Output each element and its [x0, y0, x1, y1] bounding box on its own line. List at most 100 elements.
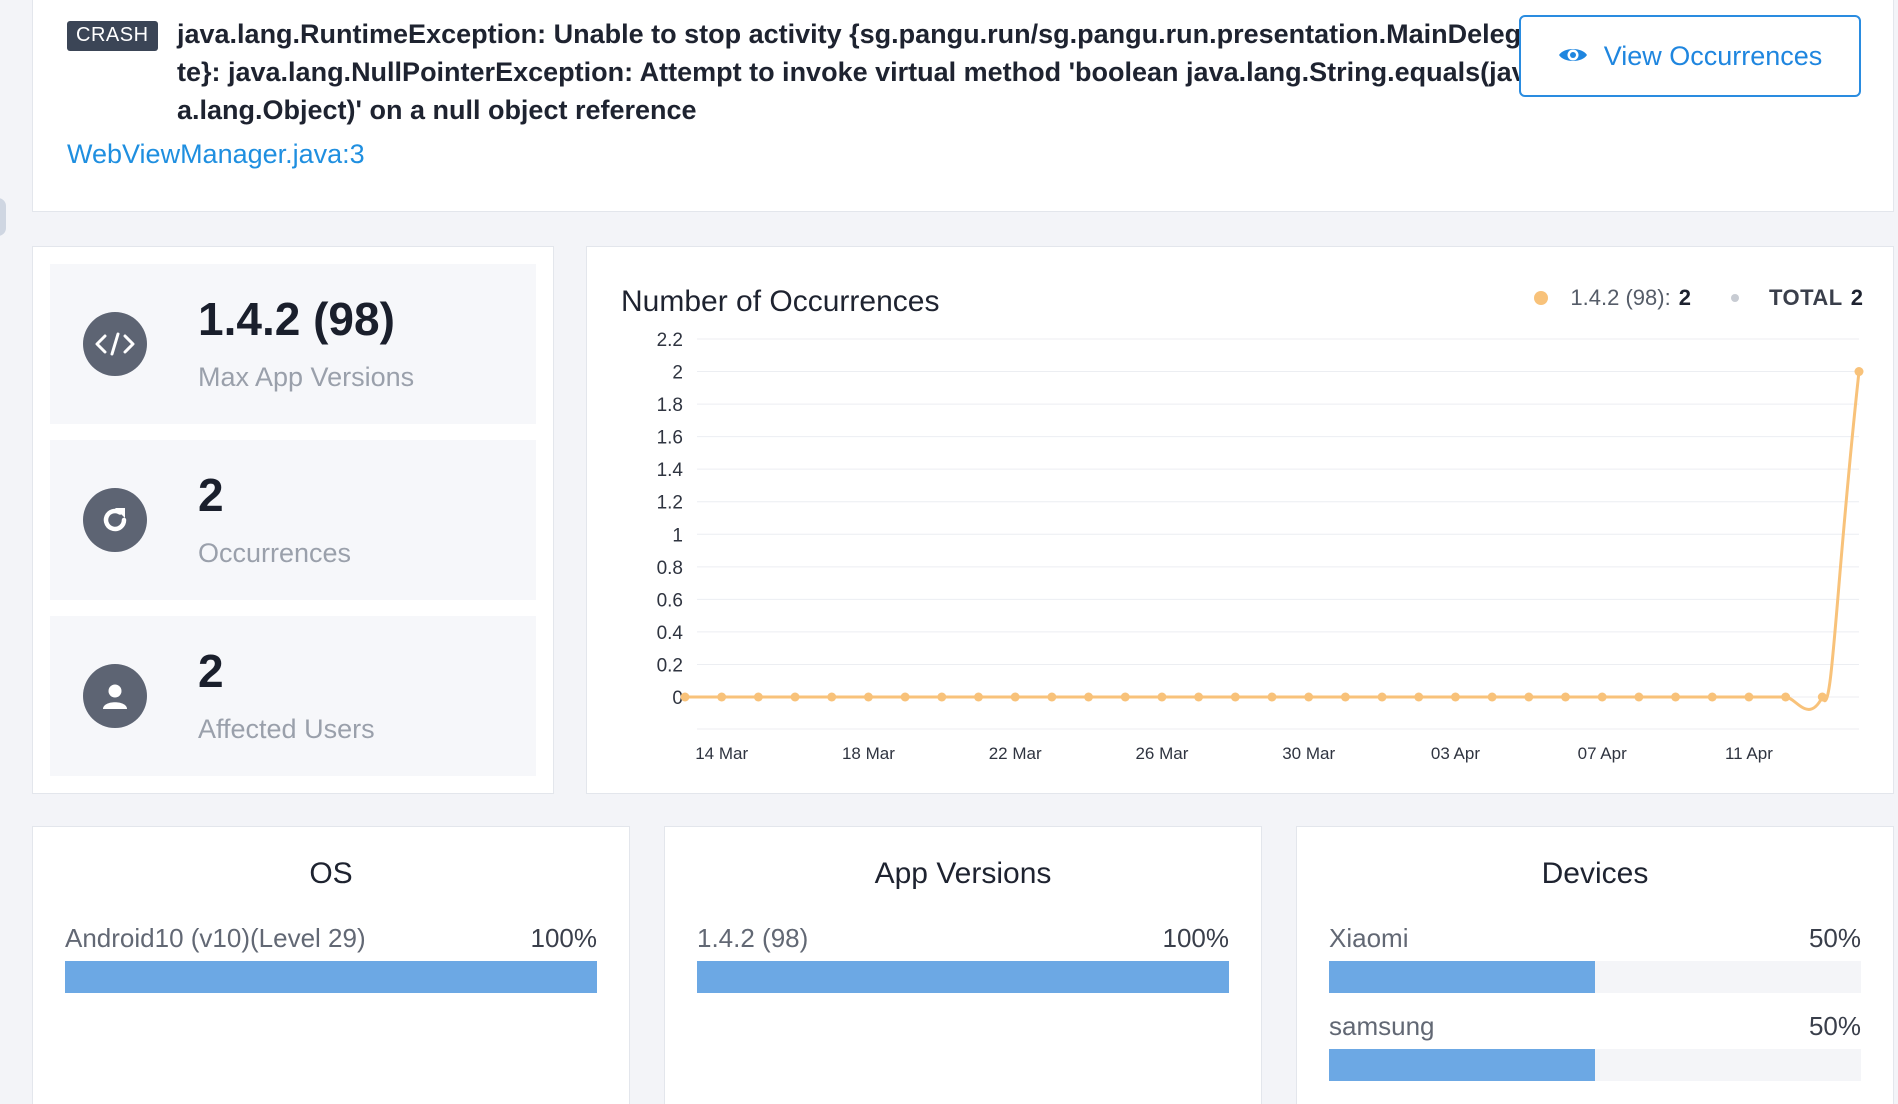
y-tick-label: 0.4: [657, 623, 684, 644]
data-point: [1414, 692, 1424, 702]
data-point: [1597, 692, 1607, 702]
data-point: [1634, 692, 1644, 702]
data-point: [1194, 692, 1204, 702]
data-point: [1487, 692, 1497, 702]
device-bar-track: [1329, 1049, 1861, 1081]
side-panel-handle[interactable]: [0, 198, 6, 236]
view-occurrences-label: View Occurrences: [1603, 40, 1823, 71]
chart-title: Number of Occurrences: [621, 285, 940, 318]
data-point: [1450, 692, 1460, 702]
data-point: [1854, 367, 1864, 377]
user-icon: [83, 664, 147, 728]
data-point: [900, 692, 910, 702]
error-title: java.lang.RuntimeException: Unable to st…: [177, 19, 1537, 125]
stat-label: Affected Users: [198, 714, 375, 744]
data-point: [1817, 692, 1827, 702]
y-tick-label: 0.8: [657, 558, 683, 579]
occurrences-chart-card: Number of Occurrences 1.4.2 (98): 2 TOTA…: [586, 246, 1894, 794]
data-point: [1744, 692, 1754, 702]
stat-label: Max App Versions: [198, 362, 415, 392]
os-card: OS Android10 (v10)(Level 29) 100%: [32, 826, 630, 1104]
data-point: [1047, 692, 1057, 702]
data-point: [790, 692, 800, 702]
legend-total-value: 2: [1850, 285, 1863, 310]
data-point: [717, 692, 727, 702]
app-versions-card: App Versions 1.4.2 (98) 100%: [664, 826, 1262, 1104]
data-point: [974, 692, 983, 702]
source-file-link[interactable]: WebViewManager.java:3: [67, 139, 365, 169]
line-chart[interactable]: 0 0.2 0.4 0.6 0.8 1 1.2 1.4 1.6 1.8 2 2.2 14 Mar 18 M…: [587, 247, 1895, 795]
y-tick-label: 0: [672, 688, 683, 709]
view-occurrences-button[interactable]: View Occurrences: [1519, 15, 1861, 97]
data-point: [1377, 692, 1387, 702]
code-icon: [83, 312, 147, 376]
data-point: [753, 692, 763, 702]
x-tick-label: 18 Mar: [842, 744, 895, 763]
device-bar-fill: [1329, 1049, 1595, 1081]
device-bar-track: [1329, 961, 1861, 993]
stat-value: 2: [198, 645, 224, 697]
legend-series-value: 2: [1678, 285, 1691, 310]
x-tick-label: 22 Mar: [989, 744, 1042, 763]
legend-total-dot: [1730, 294, 1739, 302]
x-tick-label: 30 Mar: [1282, 744, 1335, 763]
device-name: samsung: [1329, 1011, 1435, 1041]
legend-series-label: 1.4.2 (98):: [1570, 285, 1671, 310]
refresh-icon: [83, 488, 147, 552]
app-version-bar-track: [697, 961, 1229, 993]
series-line: [685, 371, 1861, 711]
device-name: Xiaomi: [1329, 923, 1409, 953]
device-bar-fill: [1329, 961, 1595, 993]
data-point: [1781, 692, 1791, 702]
data-point: [680, 692, 690, 702]
y-tick-label: 1: [672, 525, 683, 546]
data-point: [937, 692, 947, 702]
crash-header-card: CRASH java.lang.RuntimeException: Unable…: [32, 0, 1894, 212]
data-point: [1267, 692, 1277, 702]
stat-tile-app-version: 1.4.2 (98) Max App Versions: [50, 264, 536, 424]
data-point: [1120, 692, 1130, 702]
os-name: Android10 (v10)(Level 29): [65, 923, 366, 953]
data-point: [1157, 692, 1167, 702]
stat-label: Occurrences: [198, 538, 352, 568]
data-point: [1304, 692, 1314, 702]
stat-tile-occurrences: 2 Occurrences: [50, 440, 536, 600]
data-point: [1084, 692, 1094, 702]
data-point: [1230, 692, 1240, 702]
y-tick-label: 0.2: [657, 655, 683, 676]
device-pct: 50%: [1808, 1011, 1861, 1041]
app-version-name: 1.4.2 (98): [697, 923, 809, 953]
x-tick-label: 11 Apr: [1725, 744, 1773, 763]
stats-card: 1.4.2 (98) Max App Versions 2 Occurrence…: [32, 246, 554, 794]
y-tick-label: 2.2: [657, 330, 683, 351]
os-bar-track: [65, 961, 597, 993]
y-tick-label: 0.6: [657, 590, 683, 611]
data-point: [1707, 692, 1717, 702]
stat-value: 1.4.2 (98): [198, 293, 395, 345]
crash-badge: CRASH: [67, 21, 158, 51]
x-tick-label: 26 Mar: [1135, 744, 1188, 763]
os-bar-fill: [65, 961, 597, 993]
app-versions-title: App Versions: [874, 857, 1052, 890]
legend-series-dot: [1534, 291, 1549, 305]
os-title: OS: [309, 857, 353, 890]
stat-value: 2: [198, 469, 224, 521]
y-tick-label: 1.2: [657, 493, 683, 514]
devices-title: Devices: [1541, 857, 1649, 890]
chart-legend: 1.4.2 (98): 2 TOTAL 2: [1534, 285, 1863, 311]
device-pct: 50%: [1808, 923, 1861, 953]
x-tick-label: 03 Apr: [1431, 744, 1480, 763]
devices-card: Devices Xiaomi 50% samsung 50%: [1296, 826, 1894, 1104]
y-tick-label: 1.4: [657, 460, 684, 481]
data-point: [863, 692, 873, 702]
y-tick-label: 1.8: [657, 395, 683, 416]
legend-total-label: TOTAL: [1768, 285, 1843, 310]
data-point: [1010, 692, 1020, 702]
data-point: [1340, 692, 1350, 702]
data-point: [1561, 692, 1570, 702]
x-tick-label: 07 Apr: [1578, 744, 1627, 763]
app-version-bar-fill: [697, 961, 1229, 993]
app-version-pct: 100%: [1162, 923, 1230, 953]
data-point: [827, 692, 837, 702]
x-tick-label: 14 Mar: [695, 744, 748, 763]
